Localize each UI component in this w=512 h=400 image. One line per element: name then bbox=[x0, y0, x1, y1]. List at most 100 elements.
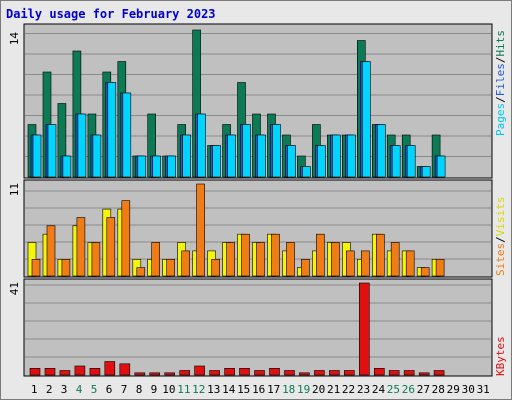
bar-sites-day-2 bbox=[46, 225, 56, 277]
bar-pages-day-24 bbox=[376, 124, 386, 178]
bar-kbytes-day-14 bbox=[224, 367, 235, 376]
bar-kbytes-day-17 bbox=[269, 367, 280, 376]
x-tick-label: 23 bbox=[357, 383, 370, 396]
bar-pages-day-9 bbox=[152, 155, 161, 178]
bottom-ymax-label: 41 bbox=[8, 282, 21, 295]
bar-sites-day-18 bbox=[286, 242, 295, 277]
legend-kbytes: KBytes bbox=[494, 336, 507, 376]
x-tick-label: 22 bbox=[342, 383, 355, 396]
bar-pages-day-1 bbox=[32, 134, 42, 178]
bar-pages-day-16 bbox=[257, 134, 266, 178]
x-tick-label: 27 bbox=[417, 383, 430, 396]
bar-kbytes-day-12 bbox=[194, 365, 205, 376]
bar-sites-day-10 bbox=[166, 258, 175, 277]
bar-sites-day-14 bbox=[226, 242, 235, 277]
bar-sites-day-8 bbox=[136, 267, 146, 277]
bar-pages-day-25 bbox=[391, 145, 401, 178]
x-tick-label: 12 bbox=[192, 383, 205, 396]
x-tick-label: 1 bbox=[31, 383, 38, 396]
bar-sites-day-3 bbox=[61, 258, 71, 277]
bar-sites-day-11 bbox=[181, 250, 190, 277]
bottom-legend: KBytes bbox=[494, 336, 507, 376]
x-tick-label: 10 bbox=[162, 383, 175, 396]
bar-kbytes-day-21 bbox=[329, 370, 340, 376]
bar-pages-day-12 bbox=[197, 113, 206, 178]
x-tick-label: 18 bbox=[282, 383, 295, 396]
bar-sites-day-5 bbox=[91, 242, 101, 277]
bar-sites-day-16 bbox=[256, 242, 265, 277]
x-tick-label: 14 bbox=[222, 383, 236, 396]
x-tick-label: 31 bbox=[477, 383, 490, 396]
bar-pages-day-19 bbox=[302, 166, 311, 178]
bar-sites-day-12 bbox=[196, 183, 205, 277]
bar-kbytes-day-20 bbox=[314, 370, 325, 376]
bar-pages-day-23 bbox=[361, 61, 371, 178]
bar-kbytes-day-4 bbox=[74, 365, 86, 376]
bar-sites-day-1 bbox=[31, 258, 41, 277]
bar-sites-day-15 bbox=[241, 233, 250, 277]
x-tick-label: 25 bbox=[387, 383, 400, 396]
legend-sep-2: / bbox=[494, 57, 507, 64]
bar-kbytes-day-6 bbox=[104, 361, 116, 376]
bar-kbytes-day-1 bbox=[29, 367, 41, 376]
x-tick-label: 30 bbox=[462, 383, 475, 396]
x-tick-label: 21 bbox=[327, 383, 340, 396]
bar-kbytes-day-5 bbox=[89, 367, 101, 376]
bar-sites-day-26 bbox=[405, 250, 415, 277]
bar-pages-day-11 bbox=[182, 134, 191, 178]
x-tick-label: 6 bbox=[106, 383, 113, 396]
bar-sites-day-9 bbox=[151, 242, 160, 277]
bar-pages-day-5 bbox=[92, 134, 102, 178]
x-tick-label: 20 bbox=[312, 383, 325, 396]
x-tick-label: 7 bbox=[121, 383, 128, 396]
bar-kbytes-day-18 bbox=[284, 370, 295, 376]
top-legend: Pages/Files/Hits bbox=[494, 30, 507, 136]
x-tick-label: 29 bbox=[447, 383, 460, 396]
bottom-panel bbox=[23, 278, 493, 377]
bar-pages-day-15 bbox=[242, 124, 251, 178]
bar-pages-day-3 bbox=[62, 155, 72, 178]
bar-sites-day-17 bbox=[271, 233, 280, 277]
bar-sites-day-23 bbox=[360, 250, 370, 277]
bar-kbytes-day-11 bbox=[179, 370, 190, 376]
bar-kbytes-day-25 bbox=[388, 370, 400, 376]
bar-kbytes-day-16 bbox=[254, 370, 265, 376]
bar-kbytes-day-27 bbox=[418, 372, 430, 376]
bar-pages-day-17 bbox=[272, 124, 281, 178]
x-tick-label: 17 bbox=[267, 383, 280, 396]
bar-pages-day-6 bbox=[107, 82, 117, 178]
bar-kbytes-day-7 bbox=[119, 363, 131, 376]
bar-sites-day-25 bbox=[390, 242, 400, 277]
bar-kbytes-day-15 bbox=[239, 367, 250, 376]
bar-pages-day-21 bbox=[332, 134, 341, 178]
bar-sites-day-20 bbox=[316, 233, 325, 277]
legend-visits: Visits bbox=[494, 197, 507, 237]
top-ymax-label: 14 bbox=[8, 32, 21, 46]
bar-pages-day-14 bbox=[227, 134, 236, 178]
legend-sep-3: / bbox=[494, 236, 507, 243]
bar-pages-day-20 bbox=[317, 145, 326, 178]
bar-sites-day-22 bbox=[345, 250, 355, 277]
bar-pages-day-18 bbox=[287, 145, 296, 178]
x-tick-label: 24 bbox=[372, 383, 386, 396]
bar-kbytes-day-9 bbox=[149, 372, 160, 376]
x-tick-label: 28 bbox=[432, 383, 445, 396]
x-tick-label: 15 bbox=[237, 383, 250, 396]
bar-sites-day-21 bbox=[331, 242, 340, 277]
x-tick-label: 11 bbox=[177, 383, 190, 396]
legend-sep-1: / bbox=[494, 96, 507, 103]
bar-kbytes-day-19 bbox=[299, 372, 310, 376]
bar-pages-day-8 bbox=[137, 155, 147, 178]
x-tick-label: 2 bbox=[46, 383, 53, 396]
bar-sites-day-19 bbox=[301, 258, 310, 277]
bar-pages-day-27 bbox=[421, 166, 431, 178]
bar-kbytes-day-28 bbox=[433, 370, 445, 376]
bar-sites-day-4 bbox=[76, 217, 86, 277]
bar-pages-day-4 bbox=[77, 113, 87, 178]
x-tick-label: 16 bbox=[252, 383, 265, 396]
legend-sites: Sites bbox=[494, 243, 507, 276]
bar-sites-day-28 bbox=[435, 258, 445, 277]
bar-pages-day-26 bbox=[406, 145, 416, 178]
x-tick-label: 26 bbox=[402, 383, 415, 396]
bar-pages-day-7 bbox=[122, 92, 132, 178]
